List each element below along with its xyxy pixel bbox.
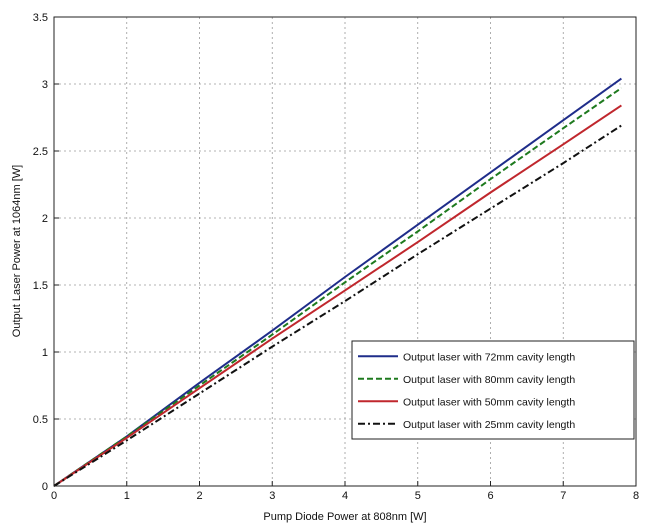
- axis-ticks: 0 1 2 3 4 5 6 7 8 0 0.5 1 1.5 2 2.5 3 3.5: [33, 12, 639, 502]
- series-group: [53, 77, 622, 487]
- y-tick-label: 1.5: [33, 280, 48, 292]
- legend-label-1: Output laser with 72mm cavity length: [403, 351, 575, 363]
- series-line-2: [53, 87, 622, 487]
- legend: Output laser with 72mm cavity length Outp…: [351, 340, 635, 440]
- legend-label-3: Output laser with 50mm cavity length: [403, 396, 575, 408]
- x-tick-label: 4: [342, 490, 348, 502]
- legend-label-4: Output laser with 25mm cavity length: [403, 419, 575, 431]
- y-tick-label: 1: [42, 347, 48, 359]
- x-tick-label: 3: [269, 490, 275, 502]
- x-tick-label: 1: [124, 490, 130, 502]
- series-line-4: [53, 124, 622, 487]
- x-tick-label: 7: [560, 490, 566, 502]
- y-tick-label: 2.5: [33, 146, 48, 158]
- series-line-3: [53, 104, 622, 487]
- y-tick-label: 0: [42, 481, 48, 493]
- x-tick-label: 6: [487, 490, 493, 502]
- x-tick-label: 0: [51, 490, 57, 502]
- y-tick-label: 0.5: [33, 414, 48, 426]
- legend-box: [351, 340, 635, 440]
- y-tick-label: 3: [42, 79, 48, 91]
- legend-label-2: Output laser with 80mm cavity length: [403, 374, 575, 386]
- y-tick-label: 3.5: [33, 12, 48, 24]
- x-tick-label: 5: [415, 490, 421, 502]
- y-tick-label: 2: [42, 213, 48, 225]
- x-tick-label: 2: [196, 490, 202, 502]
- x-tick-label: 8: [633, 490, 639, 502]
- y-axis-label: Output Laser Power at 1064nm [W]: [11, 165, 23, 337]
- x-axis-label: Pump Diode Power at 808nm [W]: [263, 511, 426, 523]
